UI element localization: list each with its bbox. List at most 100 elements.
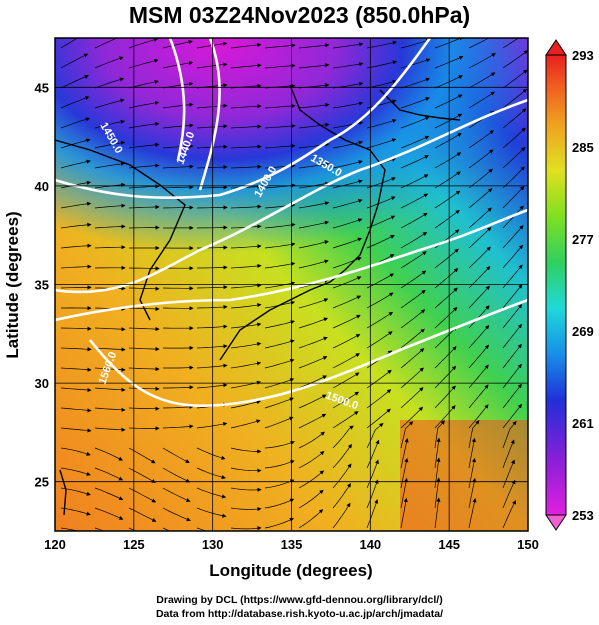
x-tick-label: 125 xyxy=(123,537,145,552)
streamline-arrow xyxy=(196,467,226,480)
streamline-arrow xyxy=(400,477,409,509)
map-grid xyxy=(55,38,528,531)
streamline-arrow xyxy=(298,240,329,249)
streamline-arrow xyxy=(60,74,89,89)
streamline-arrow xyxy=(94,507,124,520)
streamline-arrow xyxy=(332,334,361,349)
streamline-arrow xyxy=(264,143,296,149)
streamline-arrow xyxy=(400,135,430,149)
streamline-arrow xyxy=(60,347,92,352)
streamline-arrow xyxy=(366,459,379,489)
streamline-arrow xyxy=(502,284,523,309)
streamline-arrow xyxy=(298,509,324,529)
streamline-arrow xyxy=(196,124,228,129)
streamline-arrow xyxy=(264,261,296,269)
streamline-arrow xyxy=(264,358,295,369)
streamline-arrow xyxy=(196,421,228,429)
streamline-arrow xyxy=(298,63,330,69)
streamline-arrow xyxy=(230,303,262,309)
streamline-arrow xyxy=(60,507,91,516)
streamline-arrow xyxy=(60,138,91,149)
streamline-arrow xyxy=(400,328,425,349)
streamline-arrow xyxy=(264,63,296,69)
y-tick-label: 25 xyxy=(35,475,49,490)
colorbar-max-arrow xyxy=(545,39,567,56)
streamline-arrow xyxy=(366,138,397,149)
streamline-arrow xyxy=(502,88,528,109)
streamline-arrow xyxy=(332,237,363,249)
streamline-arrow xyxy=(332,483,351,509)
streamline-arrow xyxy=(434,287,458,309)
streamline-arrow xyxy=(230,400,261,409)
streamline-arrow xyxy=(128,467,156,483)
streamline-arrow xyxy=(264,123,296,129)
streamline-arrow xyxy=(230,263,262,269)
contour-line-1440 xyxy=(198,38,221,191)
height-contours xyxy=(55,38,528,408)
streamline-arrow xyxy=(400,421,414,449)
streamline-arrow xyxy=(332,411,359,429)
streamline-arrow xyxy=(298,489,324,509)
streamline-arrow xyxy=(400,212,428,229)
x-tick-label: 135 xyxy=(281,537,303,552)
coastlines xyxy=(55,84,461,516)
streamline-arrow xyxy=(264,43,296,49)
streamline-arrow xyxy=(400,367,424,389)
streamline-arrow xyxy=(60,447,91,456)
streamline-arrow xyxy=(196,324,228,329)
streamline-arrow xyxy=(264,320,295,329)
streamline-arrow xyxy=(400,270,427,289)
streamline-arrow xyxy=(298,259,329,269)
streamline-arrow xyxy=(468,324,490,349)
streamline-arrow xyxy=(400,438,409,469)
streamline-arrow xyxy=(502,323,522,349)
streamline-arrow xyxy=(196,487,227,499)
streamline-arrow xyxy=(332,425,354,449)
streamline-arrow xyxy=(468,364,489,389)
streamline-arrow xyxy=(196,225,228,230)
streamline-arrow xyxy=(502,420,517,449)
x-axis-label: Longitude (degrees) xyxy=(209,561,372,580)
streamline-arrow xyxy=(366,369,392,389)
streamline-arrow xyxy=(468,420,480,449)
streamline-arrow xyxy=(332,463,352,489)
streamline-arrow xyxy=(298,394,327,409)
streamline-arrow xyxy=(230,419,261,429)
streamline-arrow xyxy=(94,119,125,129)
streamline-arrow xyxy=(366,389,392,409)
streamline-arrow xyxy=(332,443,352,469)
streamline-arrow xyxy=(162,404,194,409)
streamline-arrow xyxy=(366,499,379,529)
credit-line-drawing: Drawing by DCL (https://www.gfd-dennou.o… xyxy=(156,594,443,606)
streamline-arrow xyxy=(502,479,516,509)
streamline-arrow xyxy=(502,500,516,529)
streamline-arrow xyxy=(298,470,325,489)
streamline-arrow xyxy=(60,222,92,229)
streamline-arrow xyxy=(366,196,396,209)
streamline-arrow xyxy=(60,243,92,249)
streamline-arrow xyxy=(434,420,445,449)
streamline-arrow xyxy=(163,385,194,390)
streamline-arrow xyxy=(468,457,477,489)
streamline-arrow xyxy=(468,168,493,189)
streamline-arrow xyxy=(468,130,494,149)
streamline-arrow xyxy=(332,391,360,409)
streamline-arrow xyxy=(94,367,126,372)
streamline-arrow xyxy=(468,72,496,89)
streamline-arrow xyxy=(502,166,525,189)
streamline-arrow xyxy=(196,62,228,69)
streamline-arrow xyxy=(434,113,463,129)
streamline-arrow xyxy=(60,427,92,433)
streamline-arrow xyxy=(196,304,228,310)
streamline-arrow xyxy=(366,292,394,309)
x-axis-ticks: 120 125 130 135 140 145 150 xyxy=(44,537,539,552)
streamline-arrow xyxy=(298,336,328,349)
streamline-arrow xyxy=(332,295,362,309)
streamline-arrow xyxy=(434,497,441,529)
streamline-arrow xyxy=(366,60,397,69)
streamline-arrow xyxy=(468,246,491,269)
colorbar-tick-labels: 293 285 277 269 261 253 xyxy=(572,48,594,523)
streamline-arrow xyxy=(434,307,458,329)
streamline-arrow xyxy=(196,103,228,109)
colorbar-tick-label: 261 xyxy=(572,416,594,431)
